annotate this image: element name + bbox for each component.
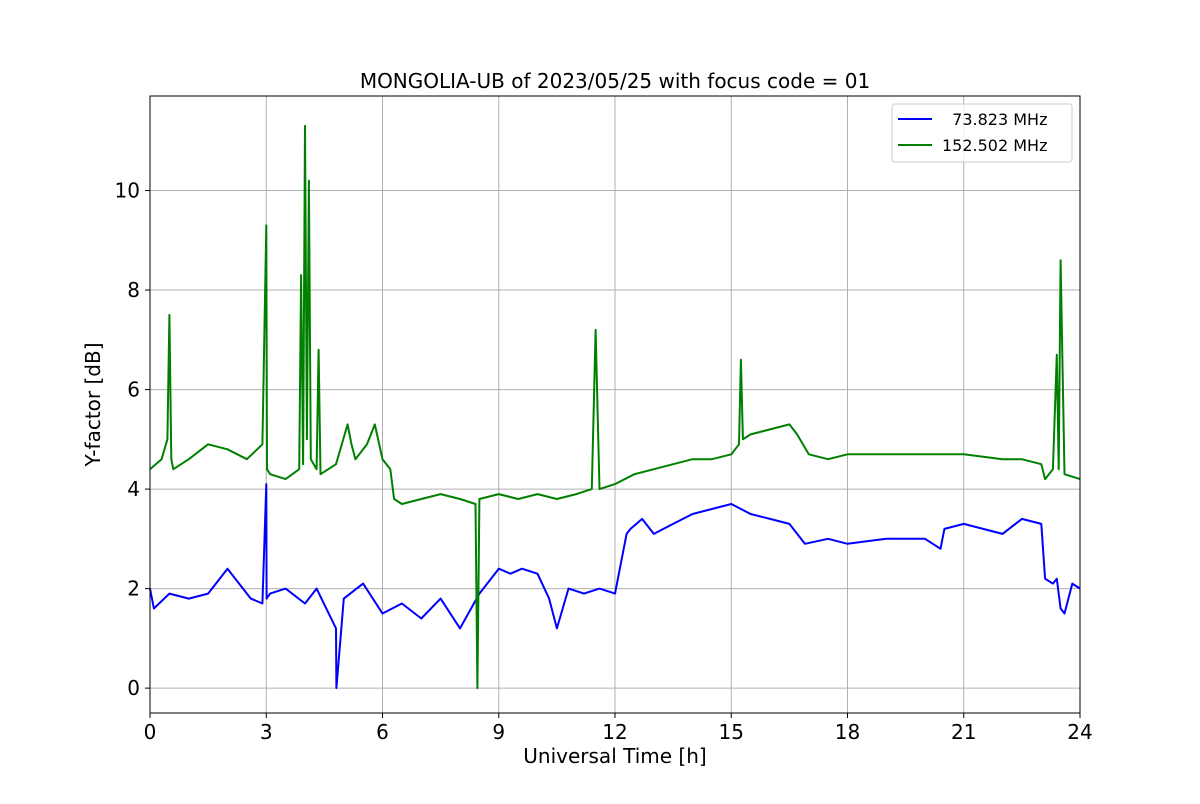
legend-entry-label: 152.502 MHz	[942, 136, 1047, 155]
legend-box	[891, 103, 1073, 163]
x-tick-label: 15	[719, 720, 744, 744]
x-tick-label: 9	[492, 720, 505, 744]
y-tick-label: 0	[127, 676, 140, 700]
series-layer	[149, 124, 1081, 690]
y-tick-label: 4	[127, 477, 140, 501]
chart-legend: 73.823 MHz 152.502 MHz	[891, 103, 1073, 163]
y-tick-label: 6	[127, 378, 140, 402]
y-tick-label: 8	[127, 278, 140, 302]
chart-title: MONGOLIA-UB of 2023/05/25 with focus cod…	[360, 69, 870, 93]
grid-layer	[149, 96, 1081, 713]
x-tick-label: 24	[1067, 720, 1092, 744]
x-tick-label: 6	[376, 720, 389, 744]
series-line-73mhz	[149, 483, 1081, 690]
x-axis-label: Universal Time [h]	[523, 744, 706, 768]
y-tick-label: 2	[127, 577, 140, 601]
x-tick-label: 21	[951, 720, 976, 744]
x-tick-label: 0	[144, 720, 157, 744]
series-line-152mhz	[149, 124, 1081, 690]
x-tick-label: 3	[260, 720, 273, 744]
y-axis-label: Y-factor [dB]	[81, 342, 105, 467]
x-tick-label: 18	[835, 720, 860, 744]
legend-entry-label: 73.823 MHz	[942, 110, 1047, 129]
y-tick-label: 10	[115, 179, 140, 203]
x-tick-label: 12	[602, 720, 627, 744]
